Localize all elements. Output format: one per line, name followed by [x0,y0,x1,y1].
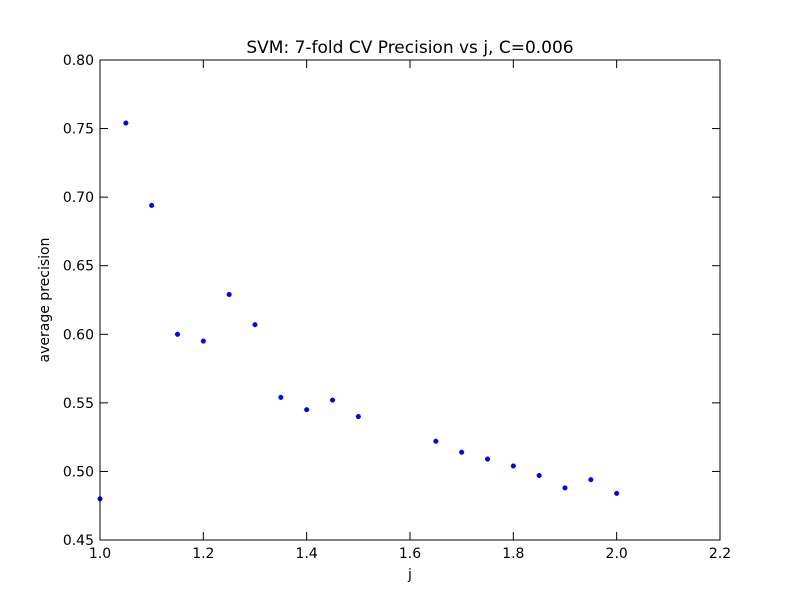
y-axis-label: average precision [37,238,53,363]
x-tick-label: 1.2 [192,546,214,562]
data-points [97,120,620,502]
chart-title: SVM: 7-fold CV Precision vs j, C=0.006 [246,38,573,58]
data-point [355,414,361,420]
data-point [123,120,129,126]
x-tick-label: 1.0 [89,546,111,562]
y-tick-label: 0.60 [63,327,94,343]
data-point [149,202,155,208]
data-point [536,472,542,479]
y-tick-label: 0.50 [63,464,94,480]
x-tick-label: 1.6 [399,546,421,562]
data-point [304,407,310,413]
data-point [226,291,232,298]
data-point [278,394,284,400]
data-point [329,397,336,403]
data-point [433,438,439,444]
plot-frame [99,59,721,541]
y-tick-label: 0.80 [63,53,94,69]
x-axis-label: j [407,567,412,583]
data-point [200,338,206,344]
data-point [510,463,516,469]
x-tick-label: 1.8 [502,546,524,562]
y-tick-label: 0.55 [63,396,94,412]
data-point [252,322,258,328]
y-tick-label: 0.65 [63,259,94,275]
data-point [484,456,491,462]
data-point [614,490,620,496]
x-tick-label: 2.0 [606,546,628,562]
x-tick-label: 1.4 [296,546,318,562]
data-point [459,449,465,455]
x-tick-label: 2.2 [709,546,731,562]
axis-ticks: 1.0 1.2 1.4 1.6 1.8 2.0 2.2 0.45 0.50 0.55 0.60 0.6… [63,53,731,562]
data-point [174,331,181,337]
y-tick-label: 0.70 [63,190,94,206]
y-tick-label: 0.75 [63,122,94,138]
data-point [588,477,594,483]
data-point [562,485,568,491]
y-tick-label: 0.45 [63,533,94,549]
